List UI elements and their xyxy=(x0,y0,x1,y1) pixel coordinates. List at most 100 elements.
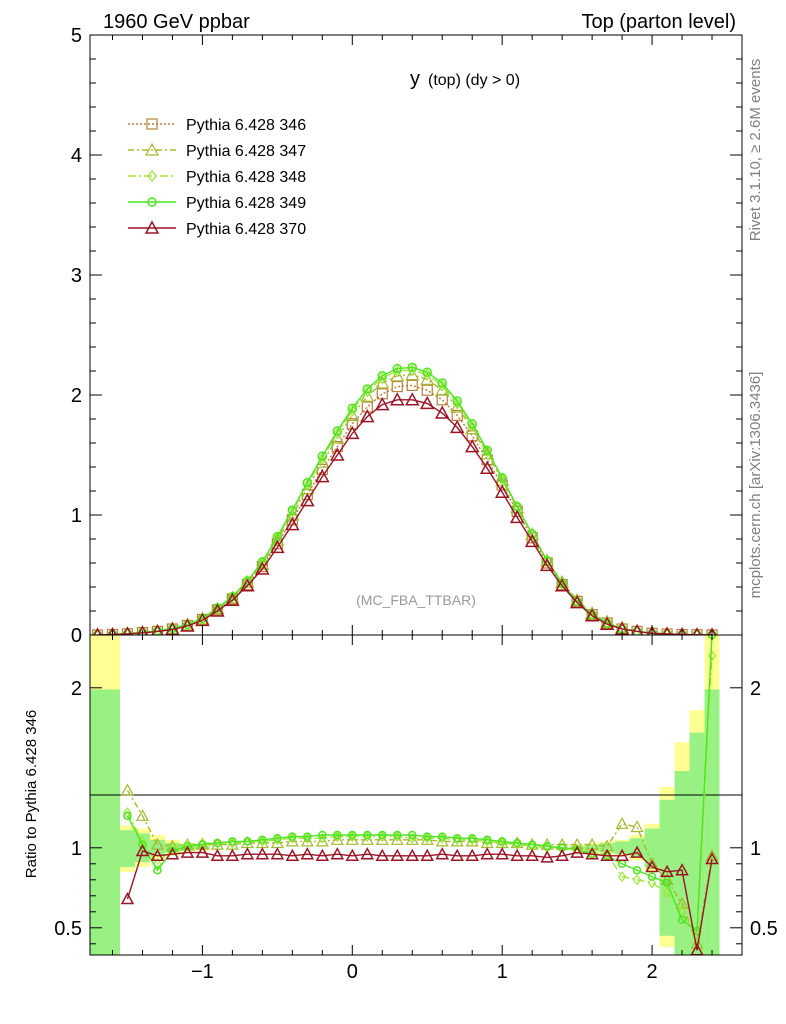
ratio-data-point xyxy=(138,840,147,849)
ratio-data-point xyxy=(677,915,687,925)
ratio-data-point xyxy=(180,845,195,858)
ratio-data-point xyxy=(437,832,447,841)
ratio-y-tick-label: 2 xyxy=(71,678,82,700)
data-point xyxy=(151,624,164,635)
y-tick-label: 1 xyxy=(71,505,82,527)
ratio-series-line xyxy=(126,789,713,947)
data-point xyxy=(449,419,465,434)
data-point xyxy=(225,592,240,606)
green-band-bin xyxy=(614,841,630,855)
ratio-data-point xyxy=(195,845,210,858)
ratio-data-point xyxy=(153,865,162,875)
ratio-data-point xyxy=(557,842,567,854)
ratio-data-point xyxy=(570,845,584,858)
data-point xyxy=(227,590,238,603)
ratio-y-tick-label-right: 0.5 xyxy=(750,918,778,940)
ratio-data-point xyxy=(617,871,627,883)
ratio-data-point xyxy=(527,840,537,849)
data-point xyxy=(330,430,345,444)
data-point xyxy=(422,368,433,381)
left-title: 1960 GeV ppbar xyxy=(103,11,250,33)
data-point xyxy=(287,505,298,515)
ratio-data-point xyxy=(360,847,375,860)
data-point xyxy=(569,595,585,609)
ratio-data-point xyxy=(315,834,329,847)
ratio-axes: 0.5 0.5 1 1 2 2 −1 0 1 2 xyxy=(54,635,778,983)
ratio-data-point xyxy=(120,783,134,796)
data-point xyxy=(419,395,435,410)
x-tick-label: −1 xyxy=(191,961,214,983)
green-band-bin xyxy=(119,830,135,867)
series-line xyxy=(97,373,713,635)
main-panel: y (top) (dy > 0) (MC_FBA_TTBAR) 0 1 2 3 4 5 P… xyxy=(71,25,743,647)
ratio-data-point xyxy=(375,848,390,862)
legend-label: Pythia 6.428 347 xyxy=(186,143,306,160)
ratio-data-point xyxy=(240,847,255,860)
data-point xyxy=(407,362,418,373)
ratio-data-point xyxy=(647,877,657,889)
ratio-data-point xyxy=(495,847,509,860)
legend: Pythia 6.428 346 Pythia 6.428 347 Pythia 6… xyxy=(128,117,306,238)
ratio-data-point xyxy=(243,837,252,846)
data-point xyxy=(122,626,133,635)
y-tick-label: 2 xyxy=(71,385,82,407)
data-point xyxy=(599,616,615,630)
ratio-data-point xyxy=(585,847,599,860)
plot-title-main: y xyxy=(410,68,420,90)
green-band-bin xyxy=(149,839,165,856)
mcplots-label: mcplots.cern.ch [arXiv:1306.3436] xyxy=(747,372,764,599)
data-point xyxy=(527,528,537,541)
ratio-data-point xyxy=(542,841,552,851)
data-point xyxy=(255,561,270,575)
ratio-series-line xyxy=(126,850,713,951)
ratio-data-point xyxy=(600,848,614,862)
data-point xyxy=(452,397,462,410)
ratio-data-point xyxy=(407,832,417,844)
green-band-bin xyxy=(674,771,690,955)
ratio-data-point xyxy=(288,832,297,841)
ratio-data-point xyxy=(318,832,327,844)
ratio-data-point xyxy=(300,834,314,847)
data-point xyxy=(464,439,480,453)
data-point xyxy=(647,625,658,635)
green-band-bin xyxy=(689,732,705,955)
data-point xyxy=(509,509,525,524)
ratio-data-point xyxy=(120,891,135,905)
ratio-data-point xyxy=(615,817,629,829)
ratio-y-tick-label: 1 xyxy=(71,838,82,860)
legend-marker xyxy=(144,142,160,156)
data-point xyxy=(482,445,492,455)
ratio-data-point xyxy=(210,848,225,862)
data-point xyxy=(257,557,268,567)
series-line xyxy=(97,399,713,635)
data-point xyxy=(108,626,117,635)
ratio-data-point xyxy=(645,857,659,869)
ratio-data-point xyxy=(452,833,462,843)
ratio-data-point xyxy=(630,820,644,833)
x-tick-label: 2 xyxy=(647,961,658,983)
data-point xyxy=(584,608,600,622)
legend-label: Pythia 6.428 370 xyxy=(186,221,306,238)
ratio-data-point xyxy=(540,850,554,863)
data-point xyxy=(302,477,313,488)
ratio-data-point xyxy=(228,837,237,846)
legend-marker xyxy=(144,220,160,234)
data-point xyxy=(332,427,343,440)
green-band-bin xyxy=(90,689,105,955)
ratio-data-point xyxy=(662,887,672,899)
ratio-data-point xyxy=(675,863,689,876)
data-point xyxy=(270,539,285,554)
ratio-data-point xyxy=(183,841,192,851)
data-point xyxy=(332,426,343,436)
data-point xyxy=(539,557,555,572)
legend-label: Pythia 6.428 349 xyxy=(186,195,306,212)
ratio-data-point xyxy=(435,834,449,847)
data-point xyxy=(479,460,495,474)
ratio-data-point xyxy=(300,847,315,860)
ratio-data-point xyxy=(555,848,569,862)
green-band-bin xyxy=(704,689,720,955)
data-point xyxy=(300,493,315,507)
data-point xyxy=(375,397,390,411)
data-point xyxy=(345,425,360,440)
